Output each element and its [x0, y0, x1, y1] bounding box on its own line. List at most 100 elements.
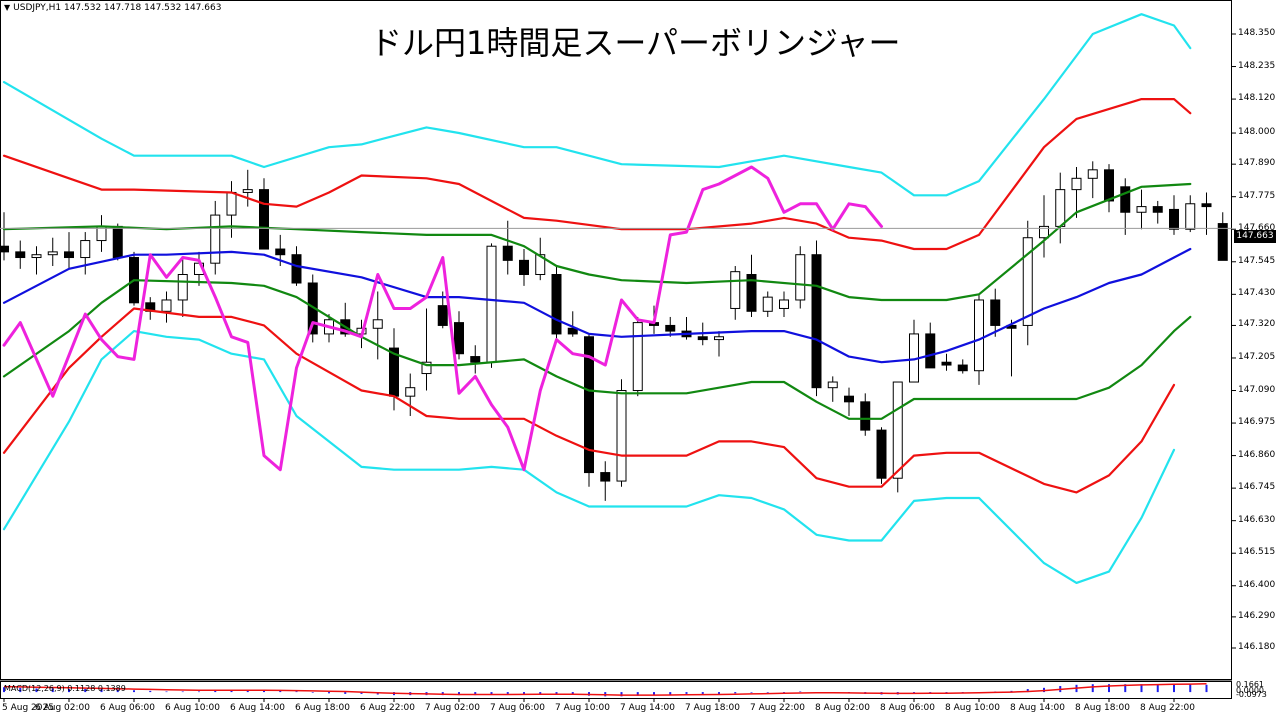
macd-bar — [701, 692, 704, 694]
macd-bar — [1026, 689, 1029, 693]
x-tick-label: 8 Aug 18:00 — [1075, 703, 1130, 713]
macd-bar — [214, 690, 217, 693]
candle-bull — [1071, 177, 1082, 191]
x-tick-label: 8 Aug 14:00 — [1010, 703, 1065, 713]
down-arrow-icon: ▼ — [4, 3, 11, 12]
y-tick-label: 147.205 — [1238, 351, 1276, 362]
macd-border — [0, 681, 1232, 699]
x-tick-label: 7 Aug 10:00 — [555, 703, 610, 713]
candle-bull — [892, 381, 903, 479]
macd-bar — [734, 692, 737, 694]
candle-bull — [47, 251, 58, 256]
candle-bull — [762, 296, 773, 312]
candle-bull — [974, 299, 984, 372]
y-tick-label: 146.290 — [1238, 610, 1276, 621]
candle-bear — [0, 245, 9, 253]
x-tick-label: 7 Aug 14:00 — [620, 703, 675, 713]
candle-bull — [779, 299, 789, 309]
candle-bear — [291, 254, 302, 284]
macd-bar — [506, 692, 509, 694]
current-price-tag: 147.663 — [1234, 230, 1276, 243]
candle-bull — [1055, 189, 1066, 227]
symbol-info: ▼ USDJPY,H1 147.532 147.718 147.532 147.6… — [4, 3, 221, 13]
candle-bull — [632, 322, 643, 392]
x-tick-label: 7 Aug 06:00 — [490, 703, 545, 713]
y-tick-label: 146.630 — [1238, 514, 1276, 525]
macd-bar — [328, 692, 330, 694]
macd-bar — [1173, 684, 1175, 693]
band-mid — [2, 247, 1192, 364]
x-tick-label: 7 Aug 22:00 — [750, 703, 805, 713]
x-tick-label: 7 Aug 02:00 — [425, 703, 480, 713]
macd-bar — [783, 692, 785, 693]
macd-bar — [68, 689, 70, 693]
chart-border — [0, 0, 1232, 680]
candle-bear — [925, 333, 936, 369]
macd-bar — [116, 689, 119, 693]
candle-bull — [795, 254, 806, 301]
macd-signal-line — [3, 682, 1207, 696]
candle-bear — [697, 336, 708, 341]
symbol-info-text: USDJPY,H1 147.532 147.718 147.532 147.66… — [13, 3, 222, 13]
macd-bar — [1156, 684, 1159, 693]
candle-bear — [1120, 186, 1131, 213]
macd-bar — [100, 689, 103, 693]
candle-bull — [210, 214, 221, 264]
candle-bear — [307, 282, 318, 335]
candle-bear — [437, 305, 448, 326]
macd-bar — [35, 688, 38, 693]
x-tick-label: 8 Aug 22:00 — [1140, 703, 1195, 713]
candle-bull — [226, 191, 237, 216]
macd-bar — [474, 692, 477, 696]
y-tick-label: 148.120 — [1238, 93, 1276, 104]
candle-bull — [535, 254, 546, 276]
x-tick-label: 6 Aug 22:00 — [360, 703, 415, 713]
macd-bar — [1108, 684, 1110, 693]
candle-bull — [177, 274, 188, 301]
candle-bear — [502, 245, 513, 261]
x-tick-label: 6 Aug 14:00 — [230, 703, 285, 713]
x-tick-label: 6 Aug 02:00 — [35, 703, 90, 713]
candle-bull — [827, 381, 838, 389]
macd-bar — [3, 687, 5, 693]
candle-bear — [567, 327, 578, 335]
candle-bear — [600, 472, 611, 482]
candle-bear — [470, 356, 481, 363]
macd-bar — [51, 688, 54, 693]
candle-bear — [957, 364, 968, 372]
macd-bar — [669, 692, 672, 695]
macd-label: MACD(12,26,9) 0.1128 0.1389 — [4, 684, 126, 693]
y-tick-label: 148.350 — [1238, 28, 1276, 38]
macd-bar — [230, 690, 233, 693]
candle-bear — [746, 274, 757, 312]
x-tick-label: 8 Aug 02:00 — [815, 703, 870, 713]
candle-bear — [860, 401, 871, 431]
candle-bear — [454, 322, 464, 355]
macd-min-label: -0.0973 — [1236, 690, 1267, 699]
macd-bar — [360, 692, 363, 694]
candle-bear — [1217, 223, 1228, 261]
candle-bear — [551, 274, 562, 335]
y-tick-label: 147.660 — [1238, 223, 1276, 234]
y-tick-label: 146.400 — [1238, 579, 1276, 590]
candle-bear — [112, 225, 123, 259]
y-tick-label: 147.775 — [1238, 190, 1276, 201]
candle-bear — [1152, 206, 1163, 213]
candle-bull — [372, 319, 383, 329]
candle-bull — [1136, 206, 1147, 213]
x-tick-label: 5 Aug 2025 — [2, 703, 54, 713]
x-tick-label: 8 Aug 06:00 — [880, 703, 935, 713]
y-tick-label: 146.975 — [1238, 417, 1276, 428]
macd-bar — [311, 692, 314, 693]
macd-bar — [458, 692, 460, 696]
x-tick-label: 6 Aug 06:00 — [100, 703, 155, 713]
macd-bar — [555, 692, 558, 694]
macd-bar — [263, 690, 265, 693]
candle-bear — [1104, 169, 1114, 202]
chart-frame — [0, 0, 1236, 702]
macd-bar — [1124, 684, 1127, 693]
y-tick-label: 146.515 — [1238, 547, 1276, 558]
band-sigma2_up — [2, 97, 1192, 251]
band-sigma1_dn — [2, 279, 1192, 420]
